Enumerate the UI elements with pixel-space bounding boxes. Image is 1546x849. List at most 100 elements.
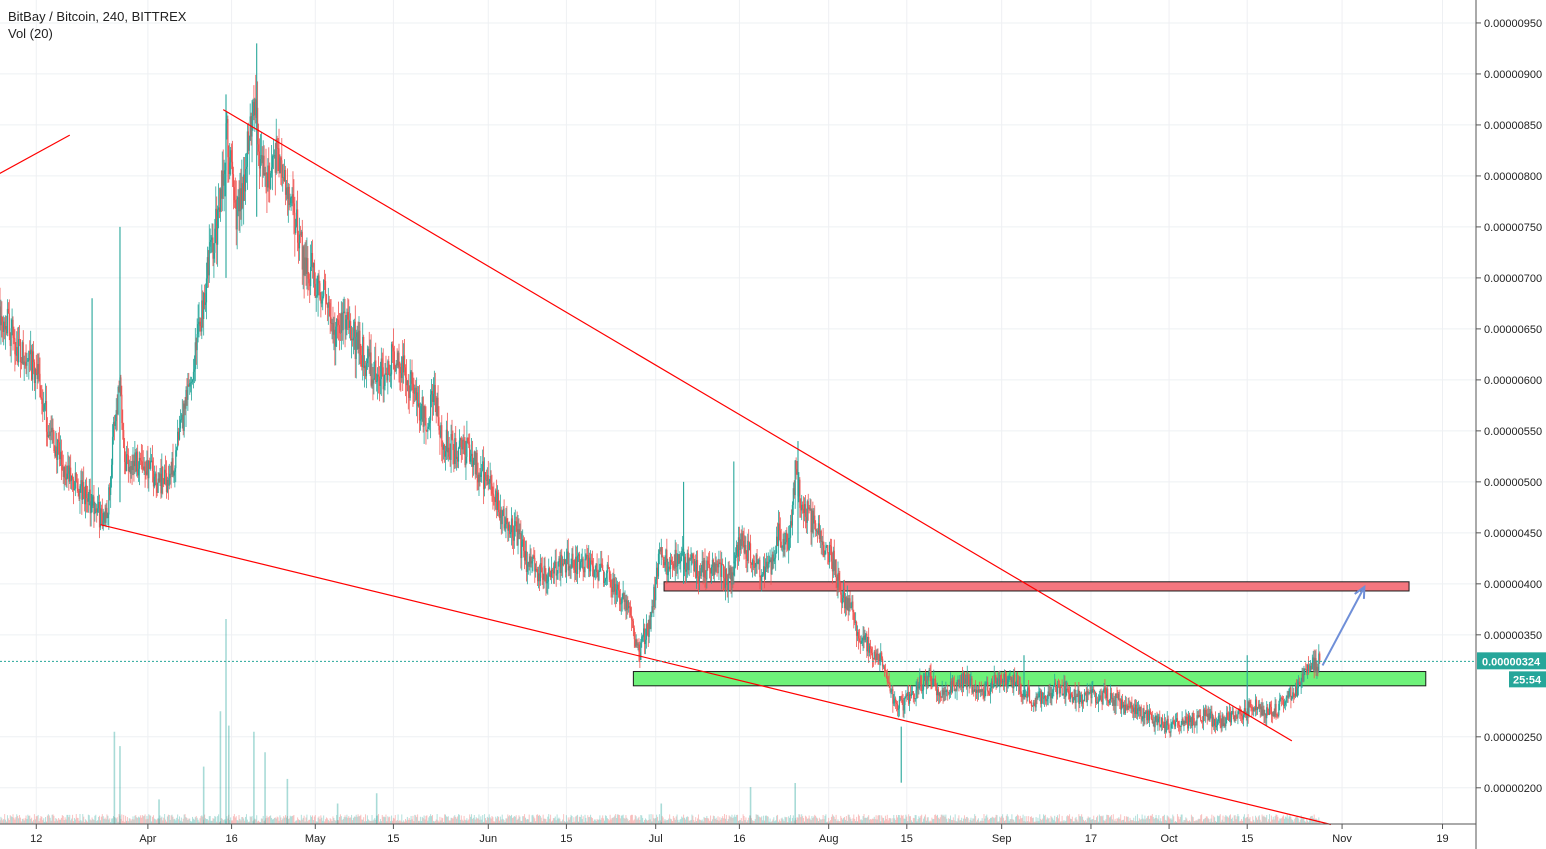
volume-bar <box>132 816 134 824</box>
trendline[interactable] <box>222 109 1293 742</box>
volume-bar <box>797 817 799 824</box>
resistance-zone[interactable] <box>663 581 1410 592</box>
trendline[interactable] <box>0 134 71 181</box>
volume-bar <box>575 816 577 824</box>
volume-bar <box>951 820 953 824</box>
volume-bar <box>156 818 158 824</box>
candle-body <box>973 689 975 692</box>
candle-body <box>908 692 910 704</box>
candle-body <box>587 555 589 569</box>
volume-bar <box>1019 815 1021 824</box>
candle-body <box>394 369 396 372</box>
volume-bar <box>17 815 19 824</box>
candle-body <box>382 367 384 390</box>
candle-body <box>16 346 18 356</box>
volume-bar <box>774 821 776 824</box>
volume-bar <box>862 816 864 824</box>
volume-bar <box>1283 818 1285 824</box>
volume-bar <box>217 816 219 824</box>
candle-body <box>571 553 573 568</box>
candle-body <box>1064 681 1066 697</box>
volume-bar <box>1173 816 1175 824</box>
candle-body <box>1235 715 1237 717</box>
volume-bar <box>1276 814 1278 824</box>
symbol-title[interactable]: BitBay / Bitcoin, 240, BITTREX <box>8 9 187 24</box>
volume-bar <box>1097 821 1099 824</box>
price-axis[interactable]: 0.000009500.000009000.000008500.00000800… <box>1475 0 1546 849</box>
candle-body <box>851 601 853 608</box>
candle-body <box>1001 680 1003 683</box>
volume-bar <box>918 816 920 824</box>
volume-bar <box>30 818 32 824</box>
candle-body <box>337 320 340 326</box>
candle-body <box>472 460 474 467</box>
trendline[interactable] <box>100 524 1332 826</box>
candle-body <box>320 299 322 304</box>
volume-bar <box>898 815 900 824</box>
candle-body <box>1146 710 1148 721</box>
volume-bar <box>681 816 683 824</box>
candle-body <box>1039 691 1041 694</box>
candle-body <box>133 460 135 467</box>
volume-bar <box>1130 819 1132 824</box>
volume-bar <box>1187 820 1189 824</box>
volume-bar <box>1289 815 1291 824</box>
volume-bar <box>938 818 940 824</box>
trendlines[interactable] <box>0 109 1332 826</box>
candle-body <box>262 155 264 164</box>
candle-body <box>111 436 114 465</box>
volume-bar <box>1154 817 1156 824</box>
candle-body <box>442 446 444 450</box>
candle-body <box>630 615 633 620</box>
volume-bar <box>500 819 502 824</box>
volume-bar <box>1119 818 1121 824</box>
candle-body <box>239 188 241 212</box>
volume-bar <box>185 817 187 824</box>
volume-bar <box>1017 815 1019 824</box>
candle-body <box>483 461 485 490</box>
volume-bar <box>1010 819 1012 824</box>
price-zones[interactable] <box>632 581 1427 687</box>
volume-bar <box>1000 817 1002 824</box>
candle-body <box>643 628 646 645</box>
candle-body <box>501 515 503 525</box>
y-tick-label: 0.00000800 <box>1484 171 1542 183</box>
candle-body <box>1014 674 1016 686</box>
volume-bar <box>870 819 872 824</box>
candle-body <box>313 263 315 284</box>
volume-bar <box>1235 819 1237 824</box>
volume-bar <box>758 816 760 824</box>
volume-bar <box>336 814 338 824</box>
volume-bar <box>1250 821 1252 824</box>
volume-bar <box>462 820 464 824</box>
candle-body <box>940 696 942 698</box>
volume-bar <box>315 821 317 824</box>
time-axis[interactable]: 12 Apr 16 May 15 Jun 15 Jul 16 Aug 15 Sep 17 Oct 15 Nov… <box>0 823 1476 845</box>
candle-body <box>237 197 239 200</box>
candle-body <box>854 619 856 624</box>
candle-body <box>293 203 295 213</box>
candle-body <box>226 118 228 124</box>
volume-bar <box>894 818 896 824</box>
volume-bar <box>360 814 362 824</box>
projection-arrow[interactable] <box>1321 586 1366 666</box>
volume-bar <box>311 815 313 824</box>
candle-body <box>879 660 881 662</box>
volume-bar <box>940 814 942 824</box>
volume-bar <box>648 814 650 824</box>
candle-body <box>373 378 375 384</box>
volume-indicator-label[interactable]: Vol (20) <box>8 26 53 41</box>
candle-body <box>1121 699 1123 710</box>
candle-body <box>742 533 744 541</box>
volume-bar <box>658 814 660 824</box>
volume-bar <box>162 820 164 824</box>
volume-bar <box>1278 820 1280 824</box>
candle-body <box>180 419 182 421</box>
volume-bar <box>368 820 370 824</box>
candle-body <box>1150 714 1153 719</box>
volume-bar <box>672 815 674 824</box>
candle-body <box>497 492 500 513</box>
volume-bar <box>785 817 787 824</box>
candle-body <box>304 257 306 276</box>
